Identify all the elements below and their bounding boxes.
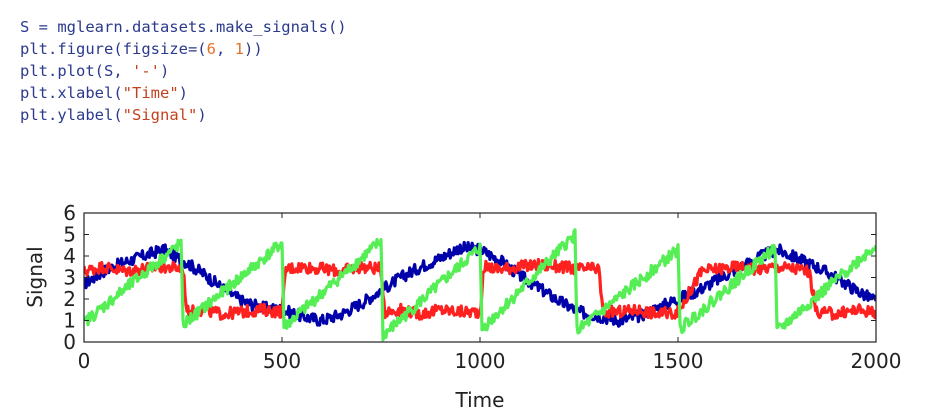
y-tick-label: 3 [63, 266, 76, 290]
y-tick-label: 1 [63, 309, 76, 333]
code-line: S = mglearn.datasets.make_signals() [20, 18, 347, 36]
y-tick-label: 2 [63, 287, 76, 311]
y-tick-label: 0 [63, 330, 76, 354]
x-tick-label: 0 [78, 349, 91, 373]
series-line-2 [84, 228, 876, 342]
code-line: plt.ylabel("Signal") [20, 106, 207, 124]
y-axis-label: Signal [23, 246, 47, 307]
y-tick-label: 6 [63, 201, 76, 225]
code-cell: S = mglearn.datasets.make_signals() plt.f… [20, 16, 347, 126]
x-tick-label: 1500 [653, 349, 704, 373]
x-axis-label: Time [455, 388, 505, 412]
series-layer [84, 228, 876, 342]
code-line: plt.plot(S, '-') [20, 62, 170, 80]
series-line-1 [84, 257, 876, 321]
y-tick-label: 4 [63, 244, 76, 268]
x-tick-label: 2000 [851, 349, 902, 373]
x-tick-label: 1000 [455, 349, 506, 373]
code-line: plt.figure(figsize=(6, 1)) [20, 40, 263, 58]
y-tick-label: 5 [63, 223, 76, 247]
x-tick-label: 500 [263, 349, 301, 373]
code-line: plt.xlabel("Time") [20, 84, 188, 102]
